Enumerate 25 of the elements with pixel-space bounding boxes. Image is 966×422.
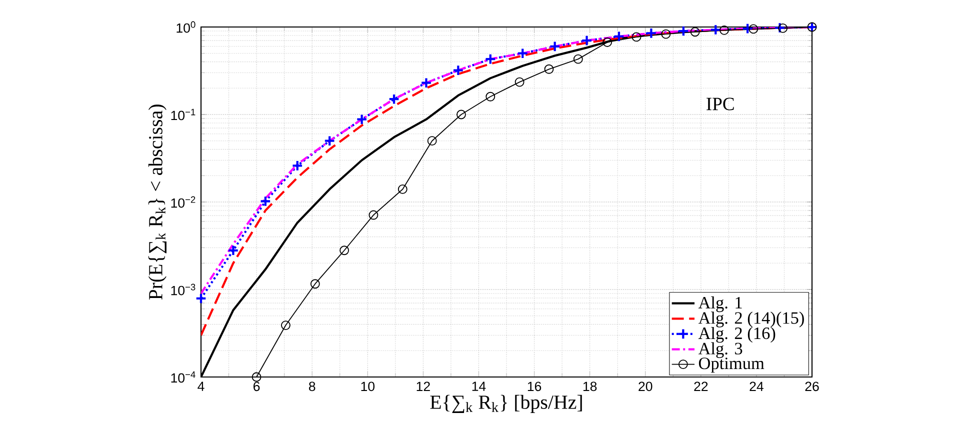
y-tick-label: 10$^{−3}$ (171, 284, 196, 296)
x-tick-label: 4 (198, 382, 204, 391)
y-axis-title: Pr(E{∑$_{k}$ R$_{k}$} < abscissa) (148, 104, 166, 300)
x-tick-label: 10 (361, 382, 375, 392)
legend-label: Alg. 1 (698, 296, 742, 312)
legend-label: Alg. 3 (698, 342, 742, 358)
y-tick-label: 10$^{−4}$ (171, 371, 196, 383)
legend-label: Alg. 2 (16) (698, 326, 776, 343)
x-tick-label: 14 (472, 382, 486, 391)
y-tick-label: 10$^{−2}$ (171, 196, 196, 208)
x-tick-label: 8 (308, 382, 316, 392)
x-axis-title: E{∑$_{k}$ R$_{k}$} [bps/Hz] (430, 394, 582, 413)
y-tick-label: 10$^{0}$ (176, 21, 196, 33)
x-tick-label: 20 (638, 382, 652, 392)
legend-label: Optimum (698, 358, 764, 373)
x-tick-label: 6 (254, 382, 260, 392)
annotation: IPC (706, 98, 734, 110)
x-tick-label: 16 (528, 382, 542, 392)
x-tick-label: 26 (805, 382, 819, 392)
y-tick-label: 10$^{−1}$ (171, 108, 196, 120)
x-tick-label: 18 (583, 382, 597, 392)
x-tick-label: 22 (694, 382, 708, 391)
legend-label: Alg. 2 (14)(15) (698, 312, 804, 328)
x-tick-label: 24 (750, 382, 764, 391)
x-tick-label: 12 (416, 382, 430, 391)
